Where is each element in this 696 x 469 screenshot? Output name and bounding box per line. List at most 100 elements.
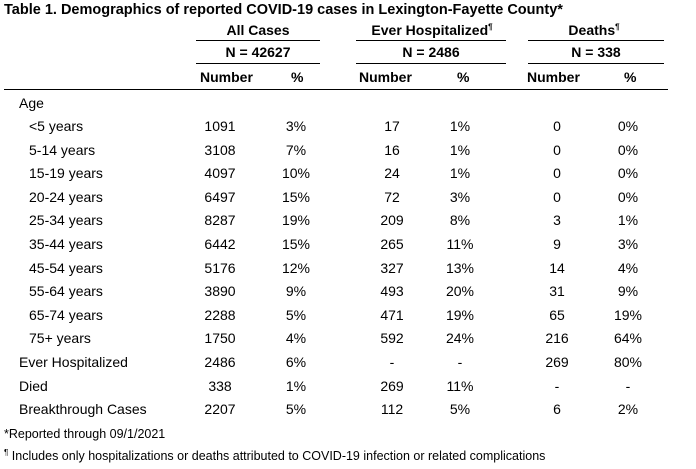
- table-title: Table 1. Demographics of reported COVID-…: [4, 2, 563, 18]
- group-header-deaths: Deaths¶: [525, 20, 663, 40]
- percent-cell: 0%: [617, 141, 639, 158]
- percent-cell: 1%: [449, 141, 471, 158]
- row-label: 15-19 years: [29, 165, 103, 182]
- percent-cell: 8%: [449, 212, 471, 229]
- table-row: 15-19 years 4097 10% 24 1% 0 0%: [0, 161, 696, 185]
- row-label: Died: [19, 377, 48, 394]
- number-cell: 3: [553, 212, 561, 229]
- percent-cell: 4%: [285, 330, 307, 347]
- table-row: Died 338 1% 269 11% - -: [0, 374, 696, 398]
- percent-cell: 7%: [285, 141, 307, 158]
- percent-cell: 64%: [613, 330, 643, 347]
- subheader-percent-deaths: %: [624, 69, 637, 85]
- header-bottom-rule: [4, 89, 668, 90]
- number-cell: 6: [553, 401, 561, 418]
- section-row-age: Age: [0, 91, 696, 115]
- number-cell: 2486: [204, 354, 236, 370]
- group-rule-deaths: [528, 40, 664, 41]
- percent-cell: 10%: [281, 165, 311, 182]
- number-cell: 0: [553, 118, 561, 134]
- number-cell: 493: [380, 283, 404, 300]
- number-cell: 112: [380, 401, 404, 418]
- percent-cell: 0%: [617, 165, 639, 182]
- row-label: 65-74 years: [29, 306, 103, 323]
- section-label: Age: [19, 95, 44, 111]
- n-count-ever-hospitalized: N = 2486: [402, 44, 460, 60]
- number-cell: 2207: [204, 401, 236, 418]
- table-row: 75+ years 1750 4% 592 24% 216 64%: [0, 326, 696, 350]
- number-cell: 216: [545, 330, 569, 347]
- number-cell: 0: [553, 188, 561, 205]
- row-label: 45-54 years: [29, 259, 103, 276]
- number-cell: 338: [208, 377, 232, 394]
- n-rule-deaths: [528, 63, 664, 64]
- percent-cell: 1%: [449, 118, 471, 134]
- pilcrow-mark: ¶: [615, 22, 620, 32]
- number-cell: 72: [384, 188, 400, 205]
- percent-cell: 4%: [617, 259, 639, 276]
- table-row: Breakthrough Cases 2207 5% 112 5% 6 2%: [0, 397, 696, 421]
- percent-cell: -: [457, 354, 463, 370]
- number-cell: 1091: [204, 118, 236, 134]
- number-cell: 8287: [204, 212, 236, 229]
- number-cell: 17: [384, 118, 400, 134]
- footnote-text: Includes only hospitalizations or deaths…: [11, 449, 546, 463]
- percent-cell: 11%: [446, 236, 474, 252]
- number-cell: 6442: [204, 236, 236, 252]
- table-row: 5-14 years 3108 7% 16 1% 0 0%: [0, 138, 696, 162]
- group-rule-all-cases: [196, 40, 320, 41]
- percent-cell: 12%: [281, 259, 311, 276]
- percent-cell: 15%: [281, 188, 311, 205]
- row-label: Ever Hospitalized: [19, 354, 128, 370]
- subheader-percent-hosp: %: [457, 69, 470, 85]
- row-label: 55-64 years: [29, 283, 103, 300]
- subheader-number-hosp: Number: [359, 69, 412, 85]
- group-label: All Cases: [226, 22, 290, 38]
- number-cell: 16: [384, 141, 400, 158]
- percent-cell: 5%: [285, 306, 307, 323]
- row-label: 25-34 years: [29, 212, 103, 229]
- percent-cell: -: [625, 377, 631, 394]
- number-cell: 269: [545, 354, 569, 370]
- number-cell: 3108: [204, 141, 236, 158]
- percent-cell: 2%: [617, 401, 639, 418]
- number-cell: 4097: [204, 165, 236, 182]
- table-row: 55-64 years 3890 9% 493 20% 31 9%: [0, 279, 696, 303]
- group-header-ever-hospitalized: Ever Hospitalized¶: [352, 20, 512, 40]
- n-rule-all-cases: [196, 63, 320, 64]
- pilcrow-mark: ¶: [488, 22, 493, 32]
- number-cell: -: [389, 354, 395, 370]
- percent-cell: 9%: [285, 283, 307, 300]
- percent-cell: 9%: [617, 283, 639, 300]
- row-label: <5 years: [29, 118, 84, 134]
- number-cell: 327: [380, 259, 404, 276]
- group-label: Ever Hospitalized: [371, 22, 489, 38]
- number-cell: 3890: [204, 283, 236, 300]
- percent-cell: 6%: [285, 354, 307, 370]
- percent-cell: 19%: [613, 306, 643, 323]
- row-label: 75+ years: [29, 330, 91, 347]
- percent-cell: 5%: [285, 401, 307, 418]
- percent-cell: 80%: [613, 354, 643, 370]
- row-label: 5-14 years: [29, 141, 96, 158]
- percent-cell: 5%: [449, 401, 471, 418]
- percent-cell: 19%: [445, 306, 475, 323]
- percent-cell: 1%: [617, 212, 639, 229]
- subheader-percent-all: %: [291, 69, 304, 85]
- table-row: 65-74 years 2288 5% 471 19% 65 19%: [0, 303, 696, 327]
- subheader-number-all: Number: [200, 69, 253, 85]
- table-row: 35-44 years 6442 15% 265 11% 9 3%: [0, 232, 696, 256]
- group-header-all-cases: All Cases: [196, 20, 320, 40]
- n-count-all-cases: N = 42627: [225, 44, 291, 60]
- number-cell: 0: [553, 165, 561, 182]
- number-cell: 5176: [204, 259, 236, 276]
- number-cell: -: [554, 377, 560, 394]
- footnote-asterisk: *Reported through 09/1/2021: [4, 424, 165, 444]
- percent-cell: 0%: [617, 118, 639, 134]
- number-cell: 592: [380, 330, 404, 347]
- percent-cell: 15%: [281, 236, 311, 252]
- percent-cell: 24%: [445, 330, 475, 347]
- group-rule-ever-hospitalized: [356, 40, 506, 41]
- n-count-deaths: N = 338: [571, 44, 621, 60]
- percent-cell: 19%: [281, 212, 311, 229]
